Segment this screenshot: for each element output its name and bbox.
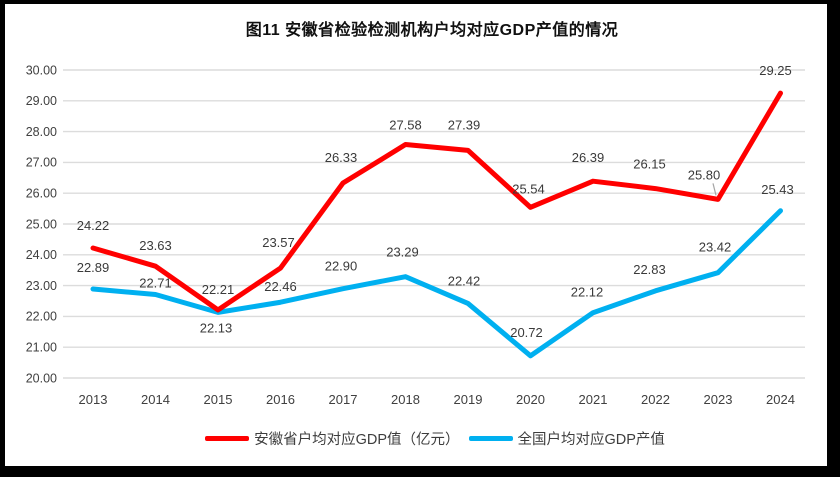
y-axis-label: 22.00 <box>26 310 57 324</box>
label-leader-line <box>712 183 717 196</box>
x-axis-label: 2018 <box>391 392 420 407</box>
x-axis-label: 2019 <box>454 392 483 407</box>
data-label: 22.83 <box>633 262 666 277</box>
y-axis-label: 21.00 <box>26 341 57 355</box>
data-label: 22.12 <box>571 285 604 300</box>
data-label: 26.39 <box>572 150 605 165</box>
data-label: 22.46 <box>264 279 297 294</box>
data-label: 25.54 <box>512 181 545 196</box>
line-chart: 20.00 21.00 22.00 23.00 24.00 25.00 26.00 27.00… <box>26 63 805 407</box>
data-label: 24.22 <box>77 218 110 233</box>
x-axis-label: 2020 <box>516 392 545 407</box>
y-axis-label: 27.00 <box>26 156 57 170</box>
data-label: 22.21 <box>202 282 235 297</box>
chart-title: 图11 安徽省检验检测机构户均对应GDP产值的情况 <box>245 22 619 39</box>
data-label: 22.42 <box>448 273 481 288</box>
y-axis-label: 24.00 <box>26 248 57 262</box>
legend-item-anhui: 安徽省户均对应GDP值（亿元） <box>205 428 460 449</box>
x-axis-label: 2013 <box>79 392 108 407</box>
x-axis-label: 2024 <box>766 392 795 407</box>
data-label: 22.90 <box>325 259 358 274</box>
x-axis-label: 2014 <box>141 392 170 407</box>
legend-label-national: 全国户均对应GDP产值 <box>517 432 665 448</box>
data-label: 22.13 <box>200 320 233 335</box>
data-label: 23.42 <box>699 240 732 255</box>
data-label: 23.29 <box>386 245 419 260</box>
x-axis-label: 2021 <box>579 392 608 407</box>
chart-legend: 安徽省户均对应GDP值（亿元） 全国户均对应GDP产值 <box>5 428 827 449</box>
x-axis-label: 2016 <box>266 392 295 407</box>
y-axis-label: 26.00 <box>26 187 57 201</box>
anhui-series-line <box>90 90 783 313</box>
legend-label-anhui: 安徽省户均对应GDP值（亿元） <box>254 432 460 448</box>
y-axis-label: 20.00 <box>26 371 57 385</box>
legend-item-national: 全国户均对应GDP产值 <box>468 428 665 449</box>
data-label: 29.25 <box>759 63 792 78</box>
y-axis-label: 29.00 <box>26 94 57 108</box>
data-label: 23.63 <box>139 238 172 253</box>
x-axis-label: 2022 <box>641 392 670 407</box>
x-axis-label: 2017 <box>329 392 358 407</box>
national-series-line <box>90 208 783 359</box>
x-axis-label: 2023 <box>704 392 733 407</box>
data-label: 27.58 <box>389 118 422 133</box>
data-label: 25.80 <box>688 167 721 182</box>
data-label: 25.43 <box>761 182 794 197</box>
data-label: 23.57 <box>262 235 295 250</box>
y-axis-label: 28.00 <box>26 125 57 139</box>
data-label: 26.15 <box>633 157 666 172</box>
y-axis-label: 30.00 <box>26 63 57 77</box>
x-axis-label: 2015 <box>204 392 233 407</box>
legend-swatch-anhui-icon <box>205 436 250 441</box>
data-label: 27.39 <box>448 117 481 132</box>
y-axis-label: 25.00 <box>26 217 57 231</box>
y-axis-label: 23.00 <box>26 279 57 293</box>
data-label: 26.33 <box>325 150 358 165</box>
data-label: 22.89 <box>77 260 110 275</box>
legend-swatch-national-icon <box>468 436 513 441</box>
data-label: 22.71 <box>139 276 172 291</box>
data-label: 20.72 <box>510 325 543 340</box>
